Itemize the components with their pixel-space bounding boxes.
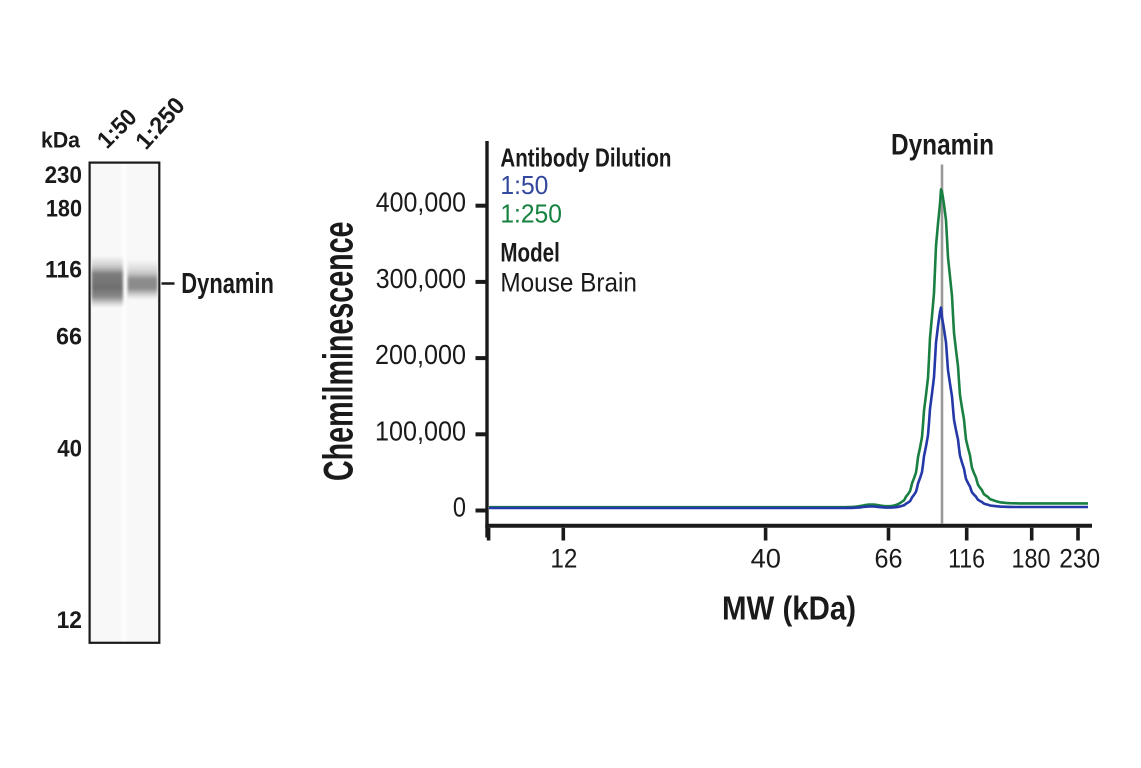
svg-text:Dynamin: Dynamin <box>181 268 274 300</box>
svg-text:Antibody Dilution: Antibody Dilution <box>500 143 671 173</box>
svg-text:12: 12 <box>550 544 577 574</box>
svg-text:MW (kDa): MW (kDa) <box>722 590 856 627</box>
svg-text:66: 66 <box>56 323 82 350</box>
svg-text:1:50: 1:50 <box>92 104 142 154</box>
svg-text:100,000: 100,000 <box>375 415 466 446</box>
svg-text:Model: Model <box>500 238 559 268</box>
svg-text:66: 66 <box>875 544 903 574</box>
svg-text:400,000: 400,000 <box>376 187 466 218</box>
svg-text:12: 12 <box>57 607 82 634</box>
svg-text:kDa: kDa <box>41 127 80 152</box>
svg-text:200,000: 200,000 <box>375 339 466 370</box>
svg-text:Mouse Brain: Mouse Brain <box>500 268 637 298</box>
svg-text:230: 230 <box>45 162 82 189</box>
svg-text:230: 230 <box>1059 544 1100 574</box>
svg-text:1:50: 1:50 <box>500 170 548 200</box>
svg-text:0: 0 <box>453 492 466 523</box>
svg-text:180: 180 <box>1012 544 1051 574</box>
svg-text:Dynamin: Dynamin <box>891 128 994 161</box>
svg-text:300,000: 300,000 <box>376 263 466 294</box>
svg-text:180: 180 <box>46 196 82 223</box>
svg-text:40: 40 <box>57 436 82 463</box>
svg-text:40: 40 <box>751 544 781 574</box>
svg-text:Chemilminescence: Chemilminescence <box>315 222 362 482</box>
svg-text:116: 116 <box>948 544 985 574</box>
svg-text:1:250: 1:250 <box>500 198 562 228</box>
svg-text:116: 116 <box>45 256 82 283</box>
